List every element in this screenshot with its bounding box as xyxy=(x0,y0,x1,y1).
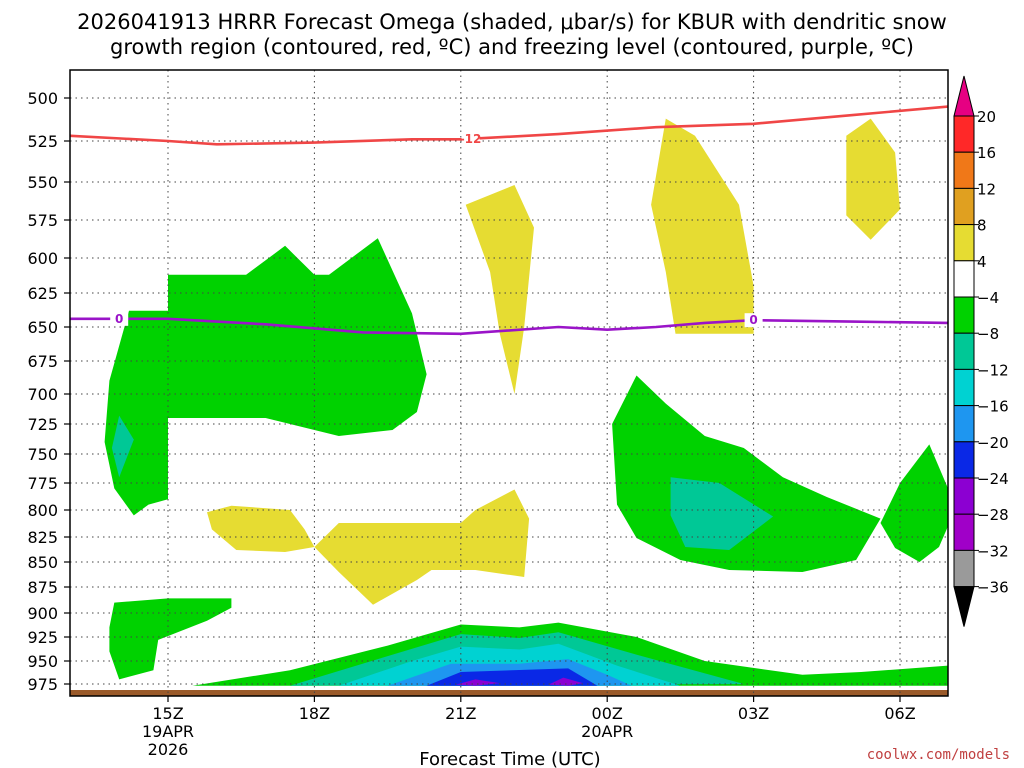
colorbar-label-1: 16 xyxy=(977,144,996,162)
omega-time-height-chart: 2026041913 HRRR Forecast Omega (shaded, … xyxy=(0,0,1024,768)
colorbar-label-5: −4 xyxy=(977,289,999,307)
pressure-axis: 500 525 550 575 600 625 650 675 700 725 750 775 800 8… xyxy=(27,89,70,694)
colorbar-label-13: −36 xyxy=(977,579,1009,597)
y-tick-label-875: 875 xyxy=(27,578,58,597)
y-tick-label-725: 725 xyxy=(27,415,58,434)
dendritic-isotherm-label-0: -12 xyxy=(460,132,482,146)
y-tick-label-850: 850 xyxy=(27,553,58,572)
y-tick-label-925: 925 xyxy=(27,628,58,647)
colorbar: 20 16 12 8 4 −4 −8 −12 −16 −20 −24 −28 −32 −36 xyxy=(954,76,1009,627)
chart-title-line1: 2026041913 HRRR Forecast Omega (shaded, … xyxy=(77,10,947,34)
y-tick-label-825: 825 xyxy=(27,528,58,547)
colorbar-segment-4 xyxy=(954,261,974,297)
colorbar-segment-8 xyxy=(954,406,974,442)
y-tick-label-800: 800 xyxy=(27,501,58,520)
colorbar-label-7: −12 xyxy=(977,361,1009,379)
omega-upward-yellow-b xyxy=(651,119,754,334)
x-tick-date-00Z: 20APR xyxy=(581,722,633,741)
dendritic-isotherm-line xyxy=(70,107,948,145)
y-tick-label-675: 675 xyxy=(27,352,58,371)
y-tick-label-975: 975 xyxy=(27,675,58,694)
colorbar-label-0: 20 xyxy=(977,108,996,126)
colorbar-label-12: −32 xyxy=(977,542,1009,560)
colorbar-label-4: 4 xyxy=(977,253,987,271)
colorbar-label-6: −8 xyxy=(977,325,999,343)
y-tick-label-900: 900 xyxy=(27,604,58,623)
colorbar-segment-5 xyxy=(954,297,974,333)
y-tick-label-700: 700 xyxy=(27,385,58,404)
y-tick-label-575: 575 xyxy=(27,211,58,230)
y-tick-label-950: 950 xyxy=(27,652,58,671)
surface-terrain xyxy=(70,690,948,696)
colorbar-label-8: −16 xyxy=(977,398,1009,416)
colorbar-segment-12 xyxy=(954,550,974,586)
colorbar-label-10: −24 xyxy=(977,470,1009,488)
y-tick-label-525: 525 xyxy=(27,132,58,151)
x-axis-label: Forecast Time (UTC) xyxy=(419,749,600,768)
colorbar-segment-6 xyxy=(954,333,974,369)
omega-upward-yellow-e xyxy=(314,490,529,605)
colorbar-segment-9 xyxy=(954,442,974,478)
x-tick-label-06Z: 06Z xyxy=(884,704,915,723)
y-tick-label-775: 775 xyxy=(27,474,58,493)
x-tick-label-18Z: 18Z xyxy=(299,704,330,723)
x-tick-label-15Z: 15Z xyxy=(152,704,183,723)
y-tick-label-600: 600 xyxy=(27,249,58,268)
colorbar-top-arrow xyxy=(954,76,974,116)
freezing-level-label-1: 0 xyxy=(749,313,757,327)
y-tick-label-550: 550 xyxy=(27,173,58,192)
colorbar-segment-0 xyxy=(954,116,974,152)
colorbar-segment-10 xyxy=(954,478,974,514)
colorbar-segment-3 xyxy=(954,225,974,261)
x-tick-label-00Z: 00Z xyxy=(592,704,623,723)
x-tick-label-21Z: 21Z xyxy=(445,704,476,723)
freezing-level-label-0: 0 xyxy=(115,312,123,326)
x-tick-year-15Z: 2026 xyxy=(148,740,189,759)
credit-link[interactable]: coolwx.com/models xyxy=(867,747,1010,763)
omega-upper-left-green xyxy=(105,238,427,515)
colorbar-segment-7 xyxy=(954,369,974,405)
omega-upward-yellow-c xyxy=(846,119,900,240)
colorbar-segment-11 xyxy=(954,514,974,550)
colorbar-bottom-arrow xyxy=(954,587,974,627)
y-tick-label-500: 500 xyxy=(27,89,58,108)
y-tick-label-625: 625 xyxy=(27,284,58,303)
terrain-layer xyxy=(70,690,948,696)
y-tick-label-750: 750 xyxy=(27,445,58,464)
omega-right-green-core xyxy=(612,376,880,573)
omega-upward-yellow-d xyxy=(207,506,314,552)
colorbar-segment-1 xyxy=(954,152,974,188)
colorbar-label-3: 8 xyxy=(977,217,987,235)
y-tick-label-650: 650 xyxy=(27,318,58,337)
colorbar-label-2: 12 xyxy=(977,180,996,198)
colorbar-label-11: −28 xyxy=(977,506,1009,524)
colorbar-segment-2 xyxy=(954,188,974,224)
omega-shading-layer xyxy=(105,119,948,686)
chart-title-line2: growth region (contoured, red, ºC) and f… xyxy=(110,35,914,59)
omega-upward-yellow-a xyxy=(466,185,534,394)
x-tick-date-15Z: 19APR xyxy=(142,722,194,741)
omega-lower-left-green xyxy=(109,598,231,679)
colorbar-label-9: −20 xyxy=(977,434,1009,452)
omega-far-right-green xyxy=(881,444,949,562)
x-tick-label-03Z: 03Z xyxy=(738,704,769,723)
